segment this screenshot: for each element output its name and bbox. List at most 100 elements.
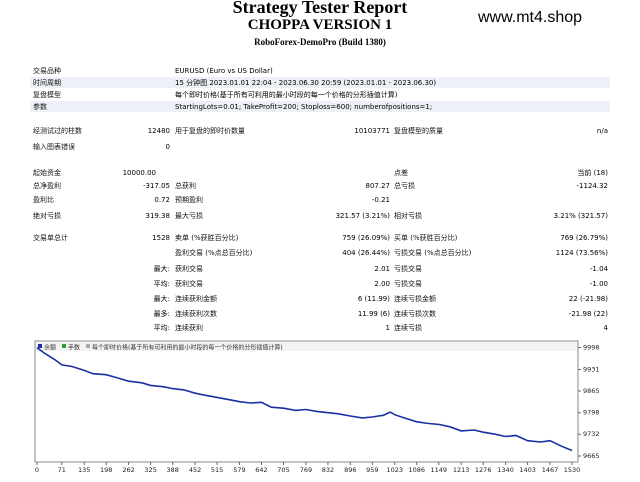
avg-consecutive-losses-value: 4 (603, 324, 608, 332)
largest-profit-label: 获利交易 (175, 265, 203, 273)
y-tick-label: 9665 (583, 452, 600, 460)
mismatch-value: 0 (165, 143, 170, 151)
x-tick-label: 705 (277, 466, 289, 474)
x-tick-label: 135 (78, 466, 90, 474)
average-profit-label: 获利交易 (175, 280, 203, 288)
x-tick-label: 325 (144, 466, 156, 474)
largest-loss-label: 亏损交易 (394, 265, 422, 273)
x-tick-label: 1403 (519, 466, 536, 474)
relative-drawdown-value: 3.21% (321.57) (553, 212, 608, 220)
x-tick-label: 1530 (564, 466, 581, 474)
max-drawdown-label: 最大亏损 (175, 212, 203, 220)
quality-label: 复盘模型的质量 (394, 127, 443, 135)
expert-name: CHOPPA VERSION 1 (247, 17, 393, 33)
largest-loss-value: -1.04 (589, 265, 608, 273)
legend-item: 余额 (44, 344, 56, 352)
x-tick-label: 198 (100, 466, 112, 474)
legend-item: 每个即时价格(基于所有可利用的最小时段的每一个价格的分形插值计算) (92, 344, 283, 352)
average-loss-label: 亏损交易 (394, 280, 422, 288)
bars-tested-label: 经测试过的柱数 (33, 127, 82, 135)
consecutive-loss-label: 连续亏损次数 (394, 310, 436, 318)
max-drawdown-value: 321.57 (3.21%) (335, 212, 390, 220)
average-loss-value: -1.00 (589, 280, 608, 288)
info-label-params: 参数 (33, 103, 47, 111)
avg-consecutive-wins-label: 连续获利 (175, 324, 203, 332)
info-value-params: StartingLots=0.01; TakeProfit=200; Stopl… (175, 103, 433, 111)
avg-consecutive-wins-value: 1 (385, 324, 390, 332)
absolute-drawdown-label: 绝对亏损 (33, 212, 61, 220)
x-tick-label: 388 (166, 466, 178, 474)
x-tick-label: 1023 (386, 466, 403, 474)
loss-trades-value: 1124 (73.56%) (555, 249, 608, 257)
x-tick-label: 642 (255, 466, 267, 474)
average-label: 平均: (153, 280, 170, 288)
consecutive-wins-label: 连续获利金额 (175, 295, 217, 303)
consecutive-wins-value: 6 (11.99) (357, 295, 390, 303)
maximal-label: 最多: (153, 310, 170, 318)
largest-label: 最大: (153, 265, 170, 273)
balance-line (36, 347, 573, 452)
ticks-value: 10103771 (354, 127, 390, 135)
short-positions-value: 759 (26.09%) (342, 234, 390, 242)
avg-consecutive-losses-label: 连续亏损 (394, 324, 422, 332)
x-tick-label: 1086 (408, 466, 425, 474)
balance-chart: 余额 手数 每个即时价格(基于所有可利用的最小时段的每一个价格的分形插值计算) 999… (30, 338, 635, 478)
info-label-model: 复盘模型 (33, 91, 61, 99)
info-value-period: 15 分钟图 2023.01.01 22:04 - 2023.06.30 20:… (175, 79, 437, 87)
short-positions-label: 卖单 (%获胜百分比) (175, 234, 239, 242)
profit-factor-label: 盈利比 (33, 196, 54, 204)
legend-swatch (86, 344, 90, 348)
consecutive-losses-value: 22 (-21.98) (568, 295, 608, 303)
x-tick-label: 515 (211, 466, 223, 474)
net-profit-label: 总净盈利 (33, 182, 61, 190)
average-profit-value: 2.00 (374, 280, 390, 288)
gross-profit-label: 总获利 (175, 182, 196, 190)
info-value-symbol: EURUSD (Euro vs US Dollar) (175, 67, 273, 75)
maximum-label: 最大: (153, 295, 170, 303)
watermark-text: www.mt4.shop (478, 9, 583, 26)
long-positions-label: 买单 (%获胜百分比) (394, 234, 458, 242)
profit-factor-value: 0.72 (154, 196, 170, 204)
x-tick-label: 1276 (475, 466, 492, 474)
legend-item: 手数 (68, 344, 80, 352)
server-name: RoboForex-DemoPro (Build 1380) (254, 37, 386, 47)
x-tick-label: 0 (35, 466, 39, 474)
balance-chart-svg: 余额 手数 每个即时价格(基于所有可利用的最小时段的每一个价格的分形插值计算) 999… (34, 340, 600, 474)
y-tick-label: 9732 (583, 430, 600, 438)
deposit-label: 起始资金 (33, 169, 61, 177)
legend-swatch (62, 344, 66, 348)
plot-area (34, 340, 579, 463)
report-header: Strategy Tester Report CHOPPA VERSION 1 … (0, 0, 640, 52)
bars-tested-value: 12480 (147, 127, 170, 135)
y-tick-label: 9798 (583, 409, 600, 417)
expected-payoff-label: 预期盈利 (175, 196, 203, 204)
ticks-label: 用于复盘的即时价数量 (175, 127, 245, 135)
x-tick-label: 959 (366, 466, 378, 474)
mismatch-label: 输入图表错误 (33, 143, 75, 151)
spread-value: 当前 (18) (577, 169, 608, 177)
x-tick-label: 1467 (542, 466, 559, 474)
x-tick-label: 1213 (453, 466, 470, 474)
info-value-model: 每个即时价格(基于所有可利用的最小时段的每一个价格的分形插值计算) (175, 91, 398, 99)
legend-swatch (38, 344, 42, 348)
loss-trades-label: 亏损交易 (%点总百分比) (394, 249, 472, 257)
x-tick-label: 262 (122, 466, 134, 474)
x-tick-label: 896 (344, 466, 356, 474)
expected-payoff-value: -0.21 (371, 196, 390, 204)
total-trades-label: 交易单总计 (33, 234, 68, 242)
spread-label: 点差 (394, 169, 408, 177)
consecutive-loss-value: -21.98 (22) (568, 310, 608, 318)
y-tick-label: 9865 (583, 387, 600, 395)
deposit-value: 10000.00 (122, 169, 156, 177)
consecutive-profit-label: 连续获利次数 (175, 310, 217, 318)
x-tick-label: 769 (300, 466, 312, 474)
legend-bar (36, 342, 577, 351)
x-tick-label: 1340 (497, 466, 514, 474)
absolute-drawdown-value: 319.38 (145, 212, 171, 220)
x-tick-label: 1149 (431, 466, 448, 474)
profit-trades-label: 盈利交易 (%点总百分比) (175, 249, 253, 257)
consecutive-losses-label: 连续亏损金额 (394, 295, 436, 303)
report-title: Strategy Tester Report (232, 0, 408, 17)
total-trades-value: 1528 (152, 234, 170, 242)
relative-drawdown-label: 相对亏损 (394, 212, 422, 220)
